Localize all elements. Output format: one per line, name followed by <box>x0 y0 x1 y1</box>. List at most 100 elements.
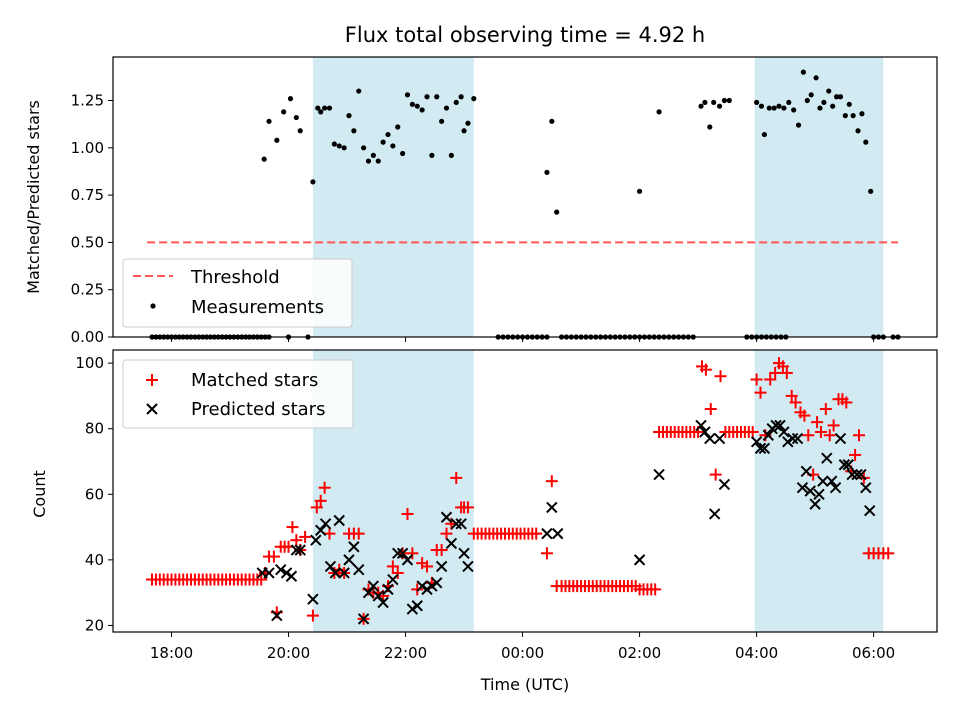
measurement-point <box>370 152 376 158</box>
legend-matched-swatch <box>146 374 158 386</box>
predicted-star-point <box>372 590 384 602</box>
predicted-star-point <box>382 583 394 596</box>
top-y-tick-label: 1.00 <box>71 139 104 157</box>
measurement-point <box>336 143 342 149</box>
measurement-point <box>771 105 777 111</box>
predicted-star-point <box>809 498 821 510</box>
predicted-star-point <box>343 554 355 566</box>
predicted-star-point <box>551 527 564 540</box>
predicted-star-point <box>362 586 375 599</box>
measurement-point <box>813 75 819 81</box>
measurement-point <box>414 103 420 109</box>
predicted-star-point <box>796 482 809 494</box>
predicted-star-point <box>653 468 665 481</box>
matched-star-point <box>440 527 453 540</box>
measurement-point <box>310 179 316 185</box>
top-legend-box <box>122 258 353 328</box>
matched-star-point <box>704 403 717 416</box>
measurement-point <box>786 99 792 106</box>
chart-title: Flux total observing time = 4.92 h <box>345 23 705 47</box>
x-axis-label: Time (UTC) <box>480 675 569 694</box>
predicted-star-point <box>462 560 474 573</box>
predicted-star-point <box>541 527 553 540</box>
predicted-star-point <box>275 563 287 576</box>
legend-matched-label: Matched stars <box>191 370 318 391</box>
predicted-star-point <box>319 518 332 530</box>
measurement-point <box>776 103 782 109</box>
predicted-star-point <box>813 488 825 500</box>
predicted-star-point <box>333 514 345 527</box>
predicted-star-point <box>834 432 847 445</box>
measurement-point <box>821 99 827 106</box>
matched-star-point <box>764 373 777 386</box>
matched-star-point <box>852 429 865 442</box>
matched-star-point <box>530 527 543 540</box>
matched-star-point <box>306 609 319 622</box>
predicted-star-point <box>263 567 275 579</box>
matched-star-point <box>780 366 793 379</box>
predicted-star-point <box>411 600 423 612</box>
predicted-star-point <box>431 577 443 589</box>
predicted-star-point <box>699 426 711 438</box>
matched-star-point <box>352 527 365 540</box>
predicted-star-point <box>338 567 350 579</box>
matched-star-point <box>401 507 414 520</box>
top-plot-frame <box>112 56 938 338</box>
measurement-point <box>375 158 381 164</box>
measurement-point <box>554 209 560 215</box>
measurement-point <box>395 124 401 130</box>
matched-star-point <box>840 396 853 409</box>
matched-star-point <box>823 429 836 442</box>
predicted-star-point <box>280 567 293 579</box>
predicted-star-point <box>353 563 365 576</box>
matched-star-point <box>435 544 448 557</box>
matched-star-point <box>406 547 419 560</box>
measurement-point <box>281 109 287 115</box>
matched-star-point <box>411 583 424 596</box>
bottom-x-axis-ticks: 18:00 20:00 22:00 00:00 02:00 04:00 06:00 <box>150 632 895 662</box>
measurement-point <box>791 107 797 113</box>
measurement-point <box>716 103 723 109</box>
measurement-point <box>341 145 347 151</box>
matched-star-point <box>882 547 895 560</box>
predicted-star-point <box>324 560 337 573</box>
predicted-star-point <box>435 560 448 573</box>
measurement-point <box>429 152 435 158</box>
x-tick-label: 06:00 <box>852 644 895 662</box>
measurement-point <box>385 131 391 138</box>
measurement-point <box>753 99 760 106</box>
predicted-star-point <box>290 544 303 556</box>
bottom-y-tick-label: 40 <box>85 551 104 569</box>
top-panel: 0.00 0.25 0.50 0.75 1.00 1.25 Matched/Predict… <box>24 56 938 346</box>
matched-star-point <box>286 521 299 534</box>
measurement-point <box>855 128 861 134</box>
matched-star-point <box>709 468 722 481</box>
predicted-star-point <box>829 482 842 494</box>
bottom-plot-frame <box>112 349 938 633</box>
measurement-point <box>458 94 464 100</box>
measurement-point <box>274 137 280 143</box>
bottom-shaded-interval-2 <box>754 350 884 632</box>
measurement-point <box>297 128 303 134</box>
measurement-point <box>351 128 357 134</box>
predicted-star-point <box>838 459 851 471</box>
predicted-star-point <box>396 547 409 560</box>
measurement-point <box>808 92 814 98</box>
bottom-y-axis-label: Count <box>30 470 49 518</box>
measurement-point <box>266 118 272 124</box>
measurement-point <box>400 150 406 157</box>
measurement-point <box>409 101 415 107</box>
predicted-star-point <box>421 583 433 596</box>
measurement-point <box>702 99 708 106</box>
predicted-star-point <box>704 432 716 445</box>
top-shaded-interval-2 <box>754 57 884 337</box>
bottom-y-tick-label: 20 <box>85 616 104 634</box>
predicted-star-point <box>401 554 414 566</box>
x-tick-label: 04:00 <box>735 644 778 662</box>
predicted-star-point <box>718 478 731 491</box>
predicted-star-point <box>416 580 428 592</box>
measurement-point <box>380 139 386 145</box>
bottom-legend-box <box>122 359 354 429</box>
matched-star-point <box>814 425 827 438</box>
measurement-point <box>471 96 477 102</box>
